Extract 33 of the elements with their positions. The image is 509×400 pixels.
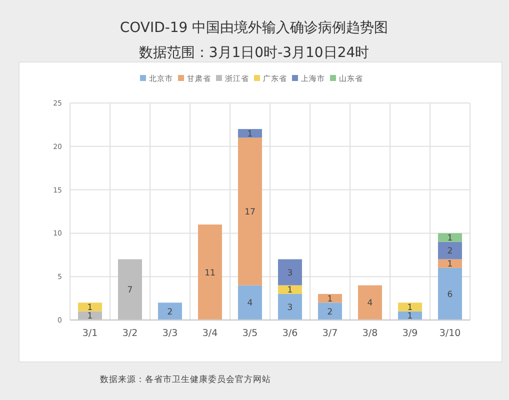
data-label: 1 [87, 302, 93, 313]
x-tick-label: 3/6 [282, 328, 298, 339]
data-label: 1 [407, 312, 413, 322]
data-label: 1 [407, 302, 413, 313]
x-tick-label: 3/2 [122, 328, 138, 339]
x-tick-label: 3/3 [162, 328, 178, 339]
data-label: 4 [367, 298, 373, 309]
data-label: 2 [167, 307, 173, 318]
data-label: 2 [327, 307, 333, 318]
x-tick-label: 3/5 [242, 328, 258, 339]
chart-title: COVID-19 中国由境外输入确诊病例趋势图 [120, 20, 388, 36]
data-label: 7 [127, 286, 133, 296]
x-tick-label: 3/10 [439, 328, 461, 339]
data-label: 1 [287, 286, 293, 296]
data-label: 1 [447, 260, 453, 270]
data-label: 4 [247, 298, 253, 309]
data-label: 17 [244, 208, 256, 218]
data-label: 3 [287, 302, 293, 313]
data-label: 1 [87, 312, 93, 322]
data-label: 2 [447, 246, 453, 257]
data-label: 1 [327, 294, 333, 304]
data-label: 1 [447, 234, 453, 244]
data-label: 11 [204, 268, 216, 278]
data-label: 6 [447, 290, 453, 300]
x-tick-label: 3/9 [402, 328, 418, 339]
x-tick-label: 3/8 [362, 328, 378, 339]
x-tick-label: 3/7 [322, 328, 338, 339]
data-label: 1 [247, 129, 253, 140]
chart-subtitle: 数据范围：3月1日0时-3月10日24时 [138, 45, 370, 61]
x-tick-label: 3/1 [82, 328, 98, 339]
data-label: 3 [287, 268, 293, 278]
source-note: 数据来源：各省市卫生健康委员会官方网站 [100, 374, 271, 385]
x-tick-label: 3/4 [202, 328, 218, 339]
